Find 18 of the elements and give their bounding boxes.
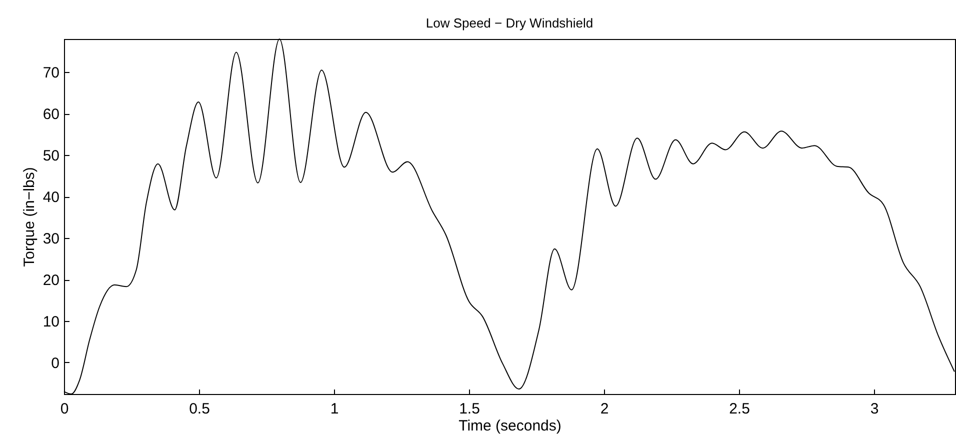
line-series [64,38,955,394]
y-tick-label: 60 [42,106,60,124]
x-tick-label: 0.5 [189,400,210,418]
x-tick-label: 2.5 [729,400,750,418]
x-tick-label: 3 [870,400,879,418]
x-tick-label: 2 [600,400,609,418]
x-axis-title: Time (seconds) [458,418,562,434]
x-tick-label: 1.5 [459,400,480,418]
y-tick-label: 30 [42,230,60,248]
y-axis-title: Torque (in−lbs) [20,167,38,267]
y-tick-label: 20 [42,272,60,290]
y-tick-label: 10 [42,314,60,331]
y-tick-label: 50 [42,148,60,165]
y-tick-label: 70 [42,64,60,82]
y-tick-label: 40 [42,189,60,206]
y-tick-label: 0 [51,354,60,372]
x-tick-label: 1 [330,400,339,418]
chart-title: Low Speed − Dry Windshield [426,16,594,30]
